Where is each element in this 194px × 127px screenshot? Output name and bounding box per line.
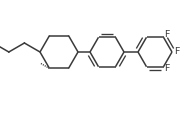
Text: F: F — [165, 64, 170, 73]
Text: F: F — [174, 46, 179, 55]
Text: F: F — [165, 30, 170, 39]
